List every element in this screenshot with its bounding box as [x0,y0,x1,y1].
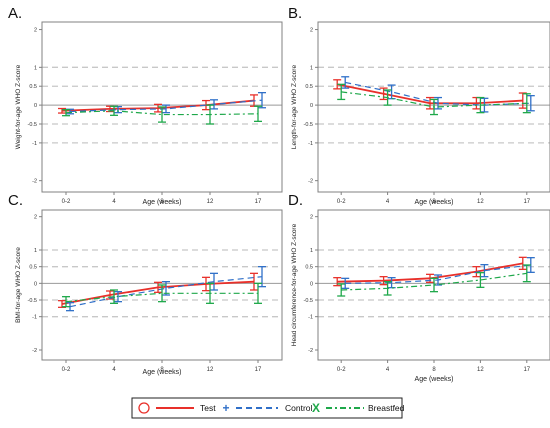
x-tick-label: 12 [477,367,484,373]
series-test [333,256,527,287]
y-tick-label: -0.5 [304,298,313,304]
y-tick-label: -2 [32,348,37,354]
y-tick-label: -1 [308,315,313,321]
y-tick-label: 0 [310,281,313,287]
series-control [66,266,266,312]
x-tick-label: 4 [112,199,116,205]
y-axis-label: Weight-for-age WHO Z-score [15,64,22,149]
y-axis-label: BMI-for-age WHO Z-score [15,247,22,323]
y-tick-label: 0 [310,103,313,109]
series-control [66,91,266,115]
x-tick-label: 12 [477,199,484,205]
x-tick-label: 4 [112,367,116,373]
series-line-breastfed [65,292,258,303]
x-tick-label: 0-2 [62,199,71,205]
y-tick-label: 0.5 [305,84,313,90]
y-tick-label: -0.5 [304,122,313,128]
series-line-breastfed [341,272,527,291]
legend-marker-breastfed: X [312,401,320,415]
y-tick-label: 2 [310,215,313,221]
x-tick-label: 17 [523,367,530,373]
y-tick-label: -1 [32,315,37,321]
y-axis-label: Length-for-age WHO Z-score [291,65,298,150]
x-tick-label: 0-2 [62,367,71,373]
y-tick-label: -2 [32,179,37,185]
y-tick-label: 1 [34,65,37,71]
y-tick-label: 1 [310,65,313,71]
y-tick-label: -1 [308,141,313,147]
y-tick-label: -0.5 [28,122,37,128]
legend-label-breastfed: Breastfed [368,403,405,413]
y-tick-label: 1 [310,248,313,254]
legend-item-control: + Control [222,401,312,415]
y-tick-label: -2 [308,179,313,185]
x-tick-label: 12 [207,367,214,373]
panel-label: B. [288,5,302,22]
x-tick-label: 4 [386,199,390,205]
x-tick-label: 0-2 [337,199,346,205]
y-tick-label: 0.5 [29,265,37,271]
y-axis-label: Head circumference-for-age WHO Z-score [291,223,298,346]
series-test [58,94,258,114]
x-tick-label: 17 [255,199,262,205]
x-tick-label: 17 [523,199,530,205]
x-tick-label: 8 [160,199,164,205]
series-line-control [69,99,263,113]
legend-item-test: Test [138,402,216,414]
legend-marker-test [138,402,150,414]
y-tick-label: 2 [310,28,313,34]
series-test [58,272,258,308]
x-axis-label: Age (weeks) [143,199,182,206]
x-axis-label: Age (weeks) [415,199,454,206]
x-tick-label: 0-2 [337,367,346,373]
x-axis-label: Age (weeks) [415,376,454,383]
x-tick-label: 8 [432,199,436,205]
series-breastfed [337,264,531,297]
series-line-control [69,276,263,308]
y-tick-label: 1 [34,248,37,254]
x-tick-label: 8 [432,367,436,373]
y-tick-label: 0.5 [305,265,313,271]
legend-label-test: Test [200,403,216,413]
series-breastfed [62,282,262,308]
panel-label: C. [8,192,23,209]
y-tick-label: -1 [32,141,37,147]
y-tick-label: -0.5 [28,298,37,304]
x-tick-label: 4 [386,367,390,373]
legend-marker-control: + [222,401,229,415]
y-tick-label: 0 [34,103,37,109]
x-tick-label: 8 [160,367,164,373]
y-tick-label: 2 [34,28,37,34]
y-tick-label: 0 [34,281,37,287]
series-line-breastfed [65,110,259,116]
y-tick-label: -2 [308,348,313,354]
x-tick-label: 17 [255,367,262,373]
x-axis-label: Age (weeks) [143,369,182,376]
series-breastfed [62,104,262,125]
y-tick-label: 0.5 [29,84,37,90]
panel-label: D. [288,192,303,209]
legend: Test + Control X Breastfed [131,397,405,419]
panel-label: A. [8,5,22,22]
y-tick-label: 2 [34,215,37,221]
legend-label-control: Control [285,403,313,413]
legend-item-breastfed: X Breastfed [312,401,405,415]
x-tick-label: 12 [207,199,214,205]
series-breastfed [337,83,531,116]
